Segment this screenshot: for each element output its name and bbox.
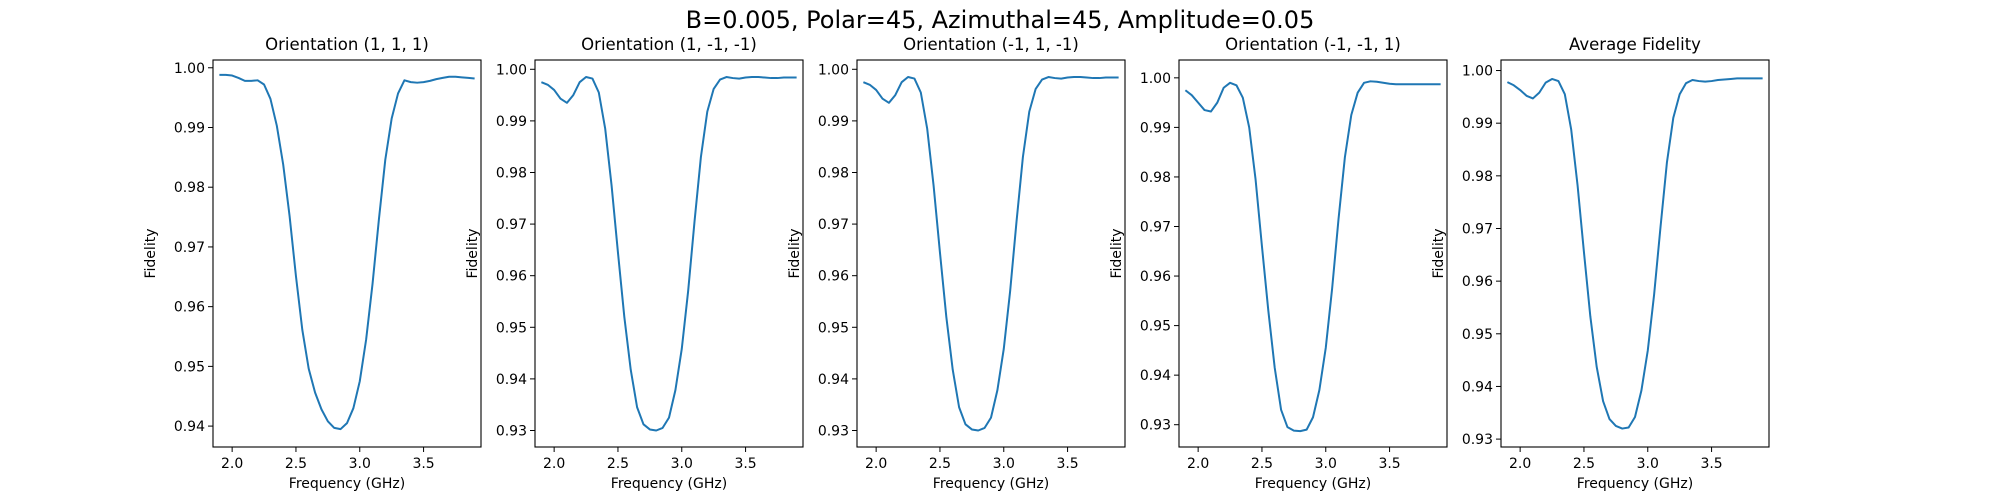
y-tick-label: 0.98	[174, 180, 205, 196]
subplot-4: Orientation (-1, -1, 1) 2.0 2.5 3.0 3.5 0.93 0…	[1109, 35, 1448, 492]
y-axis-label: Fidelity	[143, 229, 159, 279]
subplot-1: Orientation (1, 1, 1) 2.0 2.5 3.0 3.5 0.94 0.9…	[143, 35, 482, 492]
y-tick-label: 0.98	[818, 165, 849, 181]
y-axis-label: Fidelity	[1431, 229, 1447, 279]
subplot-title: Average Fidelity	[1569, 35, 1701, 54]
y-tick-label: 0.96	[818, 269, 849, 285]
subplot-title: Orientation (-1, -1, 1)	[1225, 35, 1401, 54]
series-line	[541, 76, 797, 432]
y-tick-label: 1.00	[174, 61, 205, 77]
x-tick-label: 3.0	[993, 456, 1015, 472]
y-tick-label: 0.93	[1140, 418, 1171, 434]
y-tick-label: 0.95	[496, 320, 527, 336]
x-tick-label: 2.5	[1251, 456, 1273, 472]
x-tick-label: 3.5	[734, 456, 756, 472]
y-tick-label: 0.93	[496, 423, 527, 439]
axes-frame	[856, 59, 1126, 448]
y-tick-label: 0.99	[496, 114, 527, 130]
series-line	[219, 73, 475, 431]
x-tick-label: 2.0	[1187, 456, 1209, 472]
y-tick-label: 0.95	[1140, 319, 1171, 335]
y-tick-label: 0.96	[1140, 269, 1171, 285]
axes-frame	[1178, 59, 1448, 448]
x-tick-label: 3.5	[1378, 456, 1400, 472]
y-tick-label: 0.98	[1462, 169, 1493, 185]
y-axis-label: Fidelity	[787, 229, 803, 279]
x-tick-label: 2.0	[543, 456, 565, 472]
y-tick-label: 0.99	[1140, 120, 1171, 136]
x-axis-label: Frequency (GHz)	[611, 476, 727, 492]
x-tick-label: 3.0	[349, 456, 371, 472]
x-tick-label: 2.5	[929, 456, 951, 472]
x-axis-label: Frequency (GHz)	[289, 476, 405, 492]
x-tick-label: 2.5	[285, 456, 307, 472]
subplot-title: Orientation (1, -1, -1)	[581, 35, 757, 54]
y-tick-label: 0.99	[818, 114, 849, 130]
y-tick-label: 1.00	[496, 62, 527, 78]
series-line	[1506, 77, 1763, 430]
y-tick-label: 0.96	[496, 269, 527, 285]
subplot-title: Orientation (-1, 1, -1)	[903, 35, 1079, 54]
axes-frame	[212, 59, 482, 448]
x-tick-label: 3.5	[1700, 456, 1722, 472]
x-tick-label: 2.0	[865, 456, 887, 472]
x-tick-label: 3.0	[1637, 456, 1659, 472]
subplot-5: Average Fidelity 2.0 2.5 3.0 3.5 0.93 0.94 0.95…	[1431, 35, 1770, 492]
y-tick-label: 0.96	[174, 300, 205, 316]
x-axis-label: Frequency (GHz)	[1255, 476, 1371, 492]
y-tick-label: 0.94	[1140, 368, 1171, 384]
x-tick-label: 3.0	[671, 456, 693, 472]
x-tick-label: 2.0	[1509, 456, 1531, 472]
y-tick-label: 0.95	[818, 320, 849, 336]
y-axis-label: Fidelity	[1109, 229, 1125, 279]
subplot-title: Orientation (1, 1, 1)	[265, 35, 429, 54]
y-tick-label: 0.98	[496, 165, 527, 181]
y-tick-label: 0.95	[1462, 327, 1493, 343]
y-tick-label: 0.94	[496, 372, 527, 388]
x-tick-label: 3.5	[412, 456, 434, 472]
y-tick-label: 0.98	[1140, 170, 1171, 186]
subplot-3: Orientation (-1, 1, -1) 2.0 2.5 3.0 3.5 0.93 0…	[787, 35, 1126, 492]
y-tick-label: 0.94	[1462, 379, 1493, 395]
x-tick-label: 2.5	[607, 456, 629, 472]
y-tick-label: 0.97	[174, 240, 205, 256]
x-tick-label: 3.0	[1315, 456, 1337, 472]
figure-suptitle: B=0.005, Polar=45, Azimuthal=45, Amplitu…	[686, 6, 1315, 34]
y-tick-label: 0.95	[174, 359, 205, 375]
y-tick-label: 0.93	[818, 423, 849, 439]
y-tick-label: 0.97	[1140, 219, 1171, 235]
y-tick-label: 1.00	[1462, 64, 1493, 80]
series-line	[863, 76, 1119, 432]
y-tick-label: 0.99	[174, 120, 205, 136]
y-tick-label: 0.97	[1462, 221, 1493, 237]
axes-frame	[534, 59, 804, 448]
x-tick-label: 2.5	[1573, 456, 1595, 472]
y-tick-label: 0.99	[1462, 116, 1493, 132]
y-tick-label: 0.94	[818, 372, 849, 388]
x-axis-label: Frequency (GHz)	[933, 476, 1049, 492]
y-tick-label: 0.94	[174, 419, 205, 435]
axes-frame	[1500, 59, 1770, 448]
x-axis-label: Frequency (GHz)	[1577, 476, 1693, 492]
x-tick-label: 3.5	[1056, 456, 1078, 472]
y-tick-label: 0.96	[1462, 274, 1493, 290]
y-tick-label: 1.00	[1140, 71, 1171, 87]
y-tick-label: 0.97	[496, 217, 527, 233]
y-tick-label: 1.00	[818, 62, 849, 78]
x-tick-label: 2.0	[221, 456, 243, 472]
subplot-2: Orientation (1, -1, -1) 2.0 2.5 3.0 3.5 0.93 0…	[465, 35, 804, 492]
subplots: Orientation (1, 1, 1) 2.0 2.5 3.0 3.5 0.94 0.9…	[143, 35, 1770, 492]
y-tick-label: 0.93	[1462, 432, 1493, 448]
y-tick-label: 0.97	[818, 217, 849, 233]
y-axis-label: Fidelity	[465, 229, 481, 279]
series-line	[1184, 80, 1441, 433]
